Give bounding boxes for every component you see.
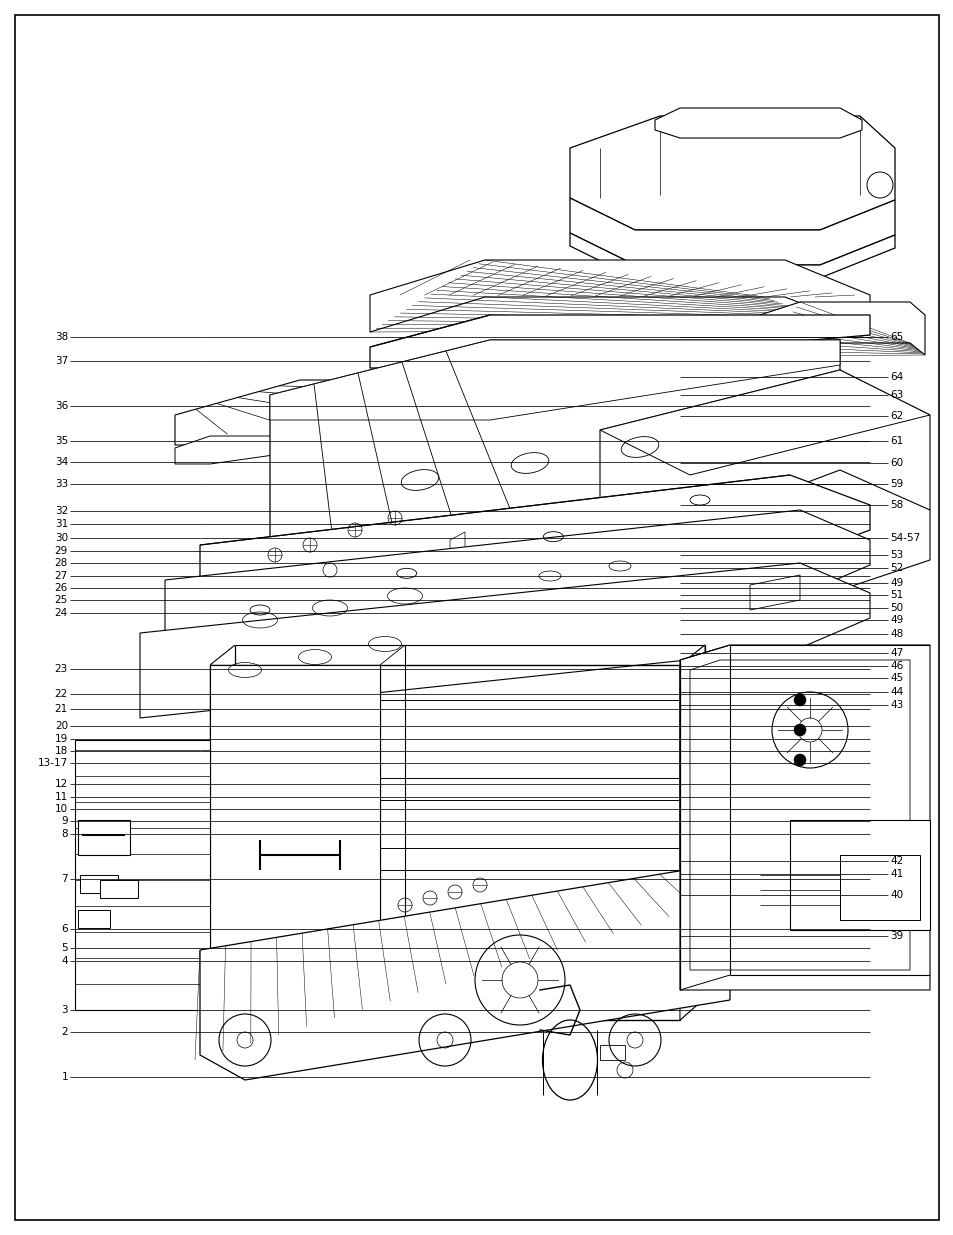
Polygon shape bbox=[840, 855, 919, 920]
Text: 51: 51 bbox=[889, 590, 902, 600]
Text: 4: 4 bbox=[61, 956, 68, 966]
Text: 44: 44 bbox=[889, 687, 902, 697]
Polygon shape bbox=[760, 303, 924, 356]
Polygon shape bbox=[789, 820, 929, 930]
Text: 42: 42 bbox=[889, 856, 902, 866]
Text: 12: 12 bbox=[54, 779, 68, 789]
Text: 13-17: 13-17 bbox=[38, 758, 68, 768]
Polygon shape bbox=[78, 910, 110, 927]
Text: 27: 27 bbox=[54, 571, 68, 580]
Polygon shape bbox=[174, 436, 294, 464]
Text: 54-57: 54-57 bbox=[889, 534, 920, 543]
Polygon shape bbox=[599, 1045, 624, 1060]
Polygon shape bbox=[569, 116, 894, 230]
Text: 9: 9 bbox=[61, 816, 68, 826]
Polygon shape bbox=[270, 340, 840, 558]
Text: 23: 23 bbox=[54, 664, 68, 674]
Polygon shape bbox=[569, 198, 894, 266]
Polygon shape bbox=[78, 820, 130, 855]
Text: 3: 3 bbox=[61, 1004, 68, 1015]
Polygon shape bbox=[599, 370, 929, 555]
Text: 41: 41 bbox=[889, 869, 902, 879]
Text: 39: 39 bbox=[889, 931, 902, 941]
Text: 19: 19 bbox=[54, 734, 68, 743]
Text: 36: 36 bbox=[54, 401, 68, 411]
Text: 10: 10 bbox=[55, 804, 68, 814]
Text: 38: 38 bbox=[54, 332, 68, 342]
Polygon shape bbox=[174, 380, 490, 445]
Text: 65: 65 bbox=[889, 332, 902, 342]
Polygon shape bbox=[679, 645, 704, 1020]
Text: 47: 47 bbox=[889, 648, 902, 658]
Text: 49: 49 bbox=[889, 615, 902, 625]
Text: 18: 18 bbox=[54, 746, 68, 756]
Text: 49: 49 bbox=[889, 578, 902, 588]
Polygon shape bbox=[569, 233, 894, 278]
Text: 48: 48 bbox=[889, 629, 902, 638]
Text: 35: 35 bbox=[54, 436, 68, 446]
Polygon shape bbox=[140, 563, 869, 718]
Text: 29: 29 bbox=[54, 546, 68, 556]
Polygon shape bbox=[655, 107, 862, 138]
Polygon shape bbox=[370, 261, 869, 332]
Text: 50: 50 bbox=[889, 603, 902, 613]
Text: 25: 25 bbox=[54, 594, 68, 605]
Text: 20: 20 bbox=[55, 721, 68, 731]
Circle shape bbox=[793, 755, 805, 766]
Text: 37: 37 bbox=[54, 356, 68, 366]
Polygon shape bbox=[760, 471, 929, 590]
Text: 46: 46 bbox=[889, 661, 902, 671]
Text: 5: 5 bbox=[61, 944, 68, 953]
Text: 32: 32 bbox=[54, 506, 68, 516]
Text: 7: 7 bbox=[61, 874, 68, 884]
Polygon shape bbox=[370, 315, 869, 368]
Text: 1: 1 bbox=[61, 1072, 68, 1082]
Text: 33: 33 bbox=[54, 479, 68, 489]
Text: 43: 43 bbox=[889, 700, 902, 710]
Text: 58: 58 bbox=[889, 500, 902, 510]
Polygon shape bbox=[200, 475, 869, 630]
Text: 34: 34 bbox=[54, 457, 68, 467]
Text: 2: 2 bbox=[61, 1028, 68, 1037]
Text: 53: 53 bbox=[889, 550, 902, 559]
Text: 6: 6 bbox=[61, 924, 68, 934]
Text: 61: 61 bbox=[889, 436, 902, 446]
Text: 24: 24 bbox=[54, 608, 68, 618]
Text: 59: 59 bbox=[889, 479, 902, 489]
Text: 31: 31 bbox=[54, 519, 68, 529]
Circle shape bbox=[793, 694, 805, 706]
Polygon shape bbox=[200, 869, 729, 1079]
Polygon shape bbox=[599, 370, 929, 475]
Text: 62: 62 bbox=[889, 411, 902, 421]
Polygon shape bbox=[689, 659, 909, 969]
Text: 11: 11 bbox=[54, 792, 68, 802]
Polygon shape bbox=[100, 881, 138, 898]
Polygon shape bbox=[165, 510, 869, 664]
Text: 40: 40 bbox=[889, 890, 902, 900]
Polygon shape bbox=[679, 645, 929, 990]
Polygon shape bbox=[450, 532, 464, 566]
Text: 30: 30 bbox=[55, 534, 68, 543]
Text: 60: 60 bbox=[889, 458, 902, 468]
Polygon shape bbox=[75, 740, 210, 1010]
Text: 45: 45 bbox=[889, 673, 902, 683]
Polygon shape bbox=[270, 340, 840, 420]
Text: 52: 52 bbox=[889, 563, 902, 573]
Polygon shape bbox=[80, 876, 118, 893]
Text: 26: 26 bbox=[54, 583, 68, 593]
Text: 22: 22 bbox=[54, 689, 68, 699]
Text: 64: 64 bbox=[889, 372, 902, 382]
Polygon shape bbox=[749, 576, 800, 610]
Text: 21: 21 bbox=[54, 704, 68, 714]
Text: 63: 63 bbox=[889, 390, 902, 400]
Text: 28: 28 bbox=[54, 558, 68, 568]
Circle shape bbox=[793, 724, 805, 736]
Text: 8: 8 bbox=[61, 829, 68, 839]
Polygon shape bbox=[210, 664, 379, 1020]
